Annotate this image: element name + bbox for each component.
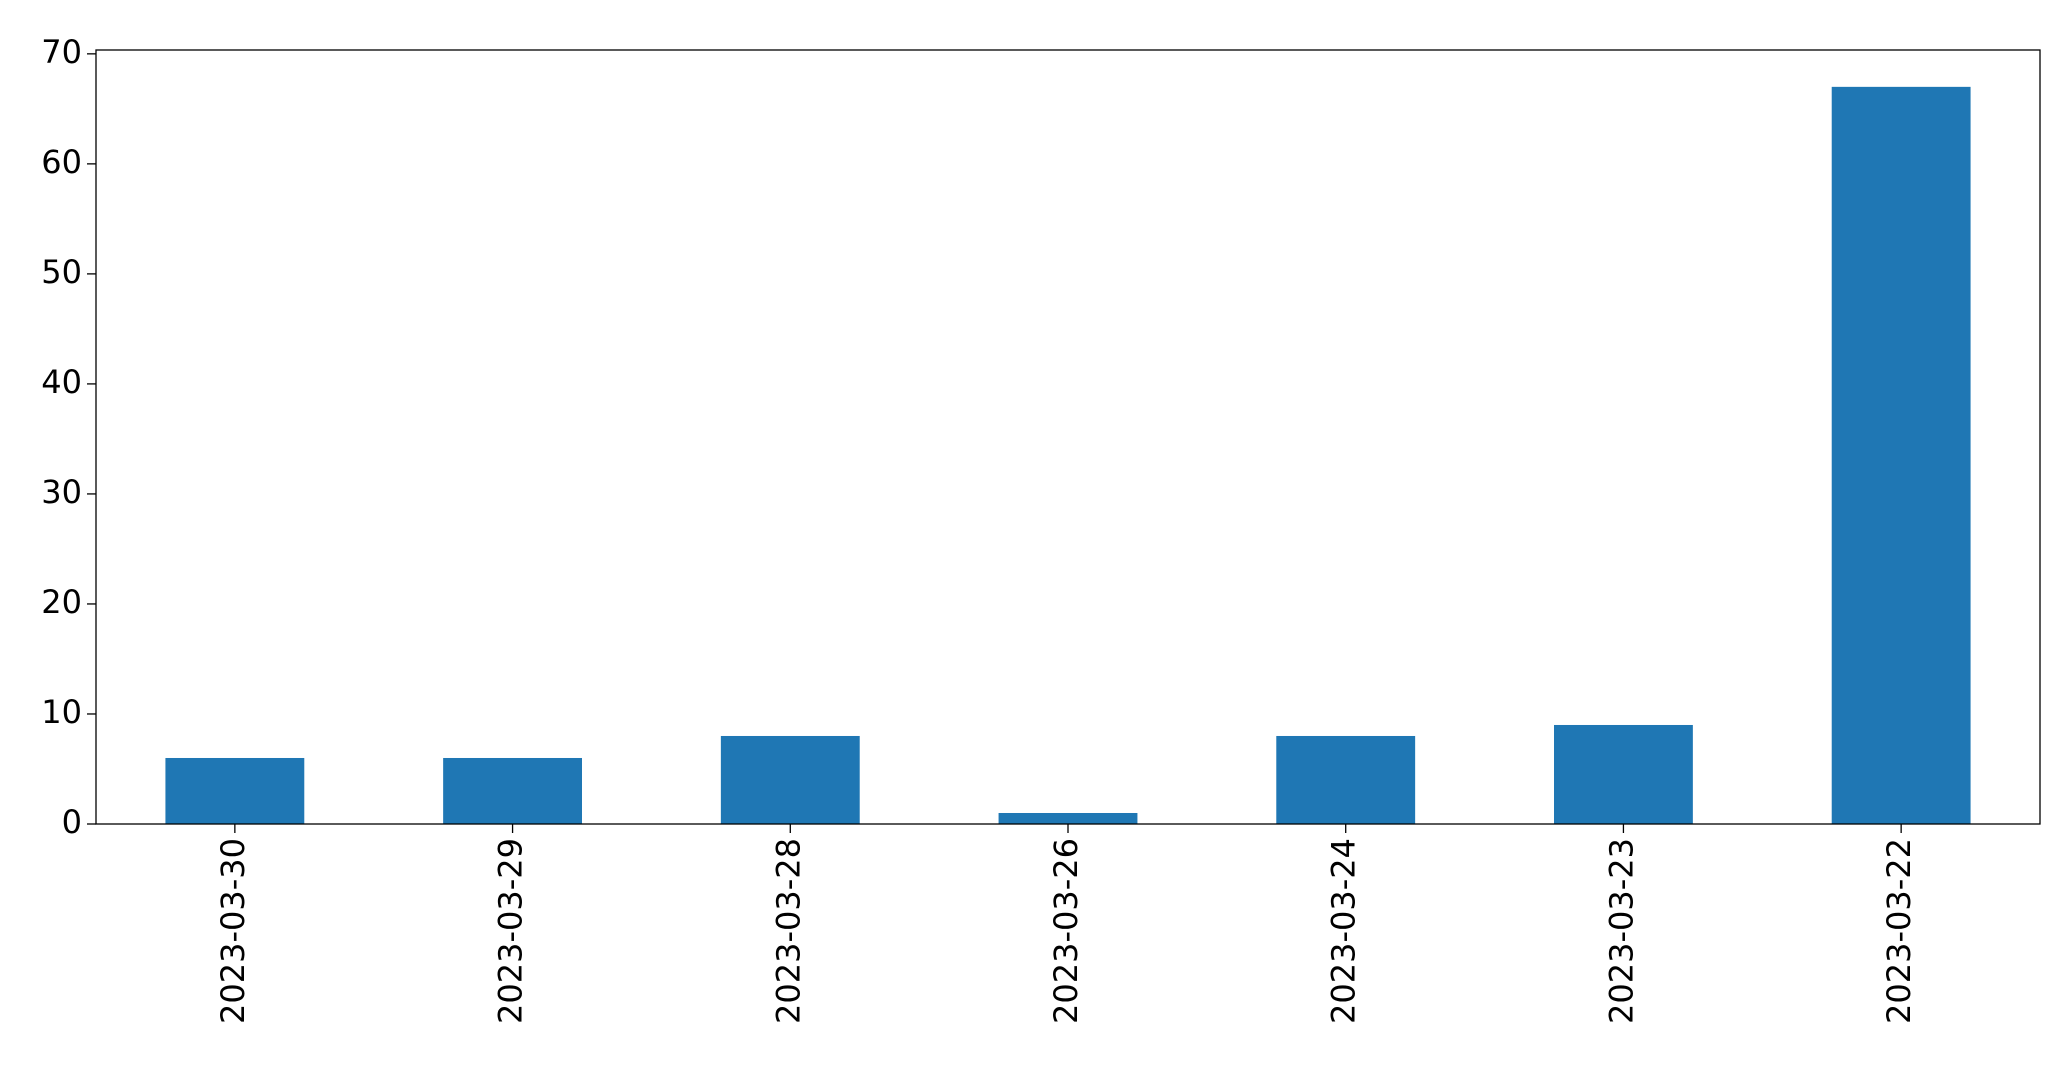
bar [720, 735, 860, 824]
bar [165, 757, 305, 824]
bar [998, 812, 1138, 824]
x-tick-label: 2023-03-28 [769, 838, 807, 1024]
x-tick-label: 2023-03-24 [1325, 838, 1363, 1024]
x-tick-label: 2023-03-26 [1047, 838, 1085, 1024]
y-tick-label: 0 [62, 803, 82, 841]
bar [1276, 735, 1416, 824]
x-tick-label: 2023-03-22 [1880, 838, 1918, 1024]
y-tick-label: 60 [41, 143, 82, 181]
y-tick-label: 10 [41, 693, 82, 731]
bar [1554, 724, 1693, 824]
x-tick-label: 2023-03-23 [1602, 838, 1640, 1024]
bar [1831, 86, 1971, 825]
y-tick-label: 20 [41, 583, 82, 621]
bar [443, 757, 582, 824]
y-tick-label: 40 [41, 363, 82, 401]
y-tick-label: 70 [41, 33, 82, 71]
x-tick-label: 2023-03-30 [214, 838, 252, 1024]
y-tick-label: 30 [41, 473, 82, 511]
plot-frame [95, 49, 2041, 825]
x-tick-label: 2023-03-29 [492, 838, 530, 1024]
y-tick-label: 50 [41, 253, 82, 291]
